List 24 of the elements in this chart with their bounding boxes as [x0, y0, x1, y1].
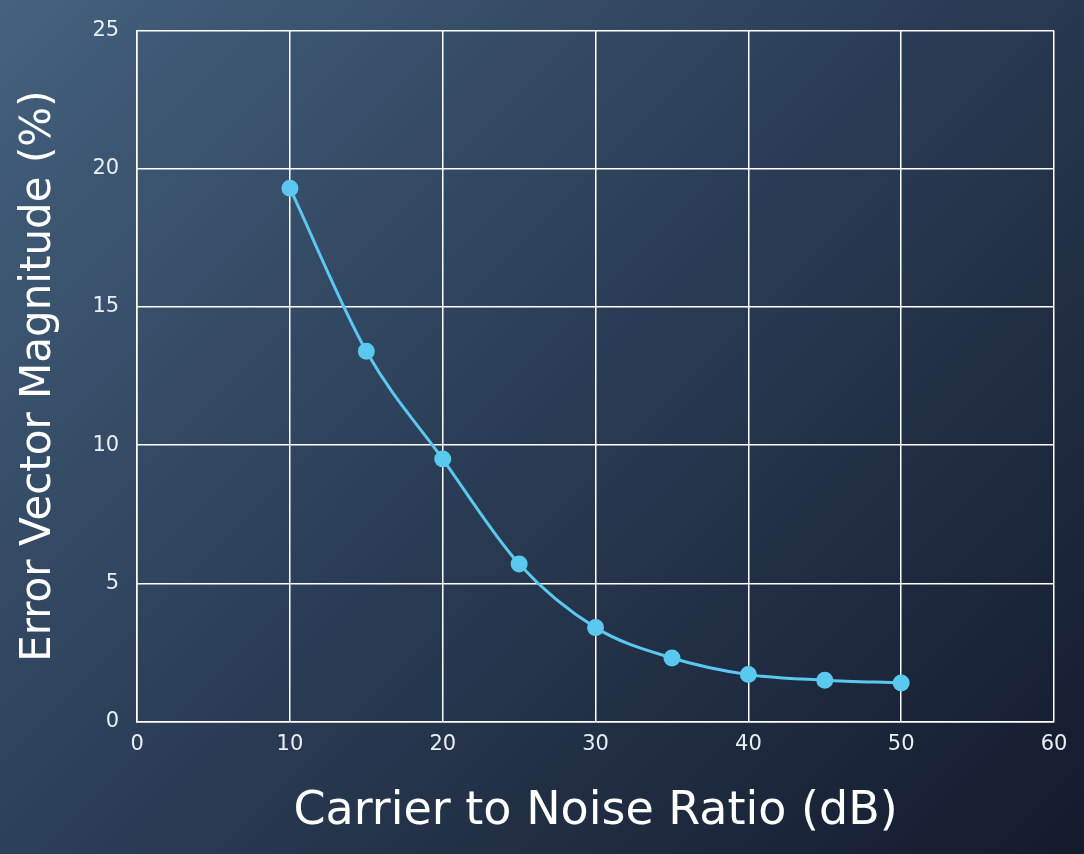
point	[892, 674, 910, 692]
y-tick-label: 5	[105, 569, 120, 594]
x-tick-label: 0	[130, 730, 144, 755]
x-axis-title: Carrier to Noise Ratio (dB)	[293, 781, 898, 836]
point	[434, 450, 452, 468]
x-tick-label: 30	[582, 730, 609, 755]
y-axis-title: Error Vector Magnitude (%)	[11, 90, 61, 662]
x-tick-label: 20	[429, 730, 457, 755]
y-tick-label: 15	[92, 293, 120, 318]
point	[510, 555, 528, 573]
y-tick-label: 10	[92, 431, 120, 456]
y-tick-label: 25	[92, 17, 120, 42]
point	[816, 671, 834, 689]
point	[587, 619, 605, 637]
x-tick-label: 40	[735, 730, 762, 755]
y-tick-label: 20	[92, 155, 120, 180]
point	[663, 649, 681, 667]
y-tick-label: 0	[105, 708, 120, 733]
point	[281, 179, 299, 197]
x-tick-label: 60	[1040, 730, 1068, 755]
point	[739, 666, 757, 684]
x-tick-label: 10	[276, 730, 304, 755]
x-tick-label: 50	[887, 730, 915, 755]
point	[357, 342, 375, 360]
